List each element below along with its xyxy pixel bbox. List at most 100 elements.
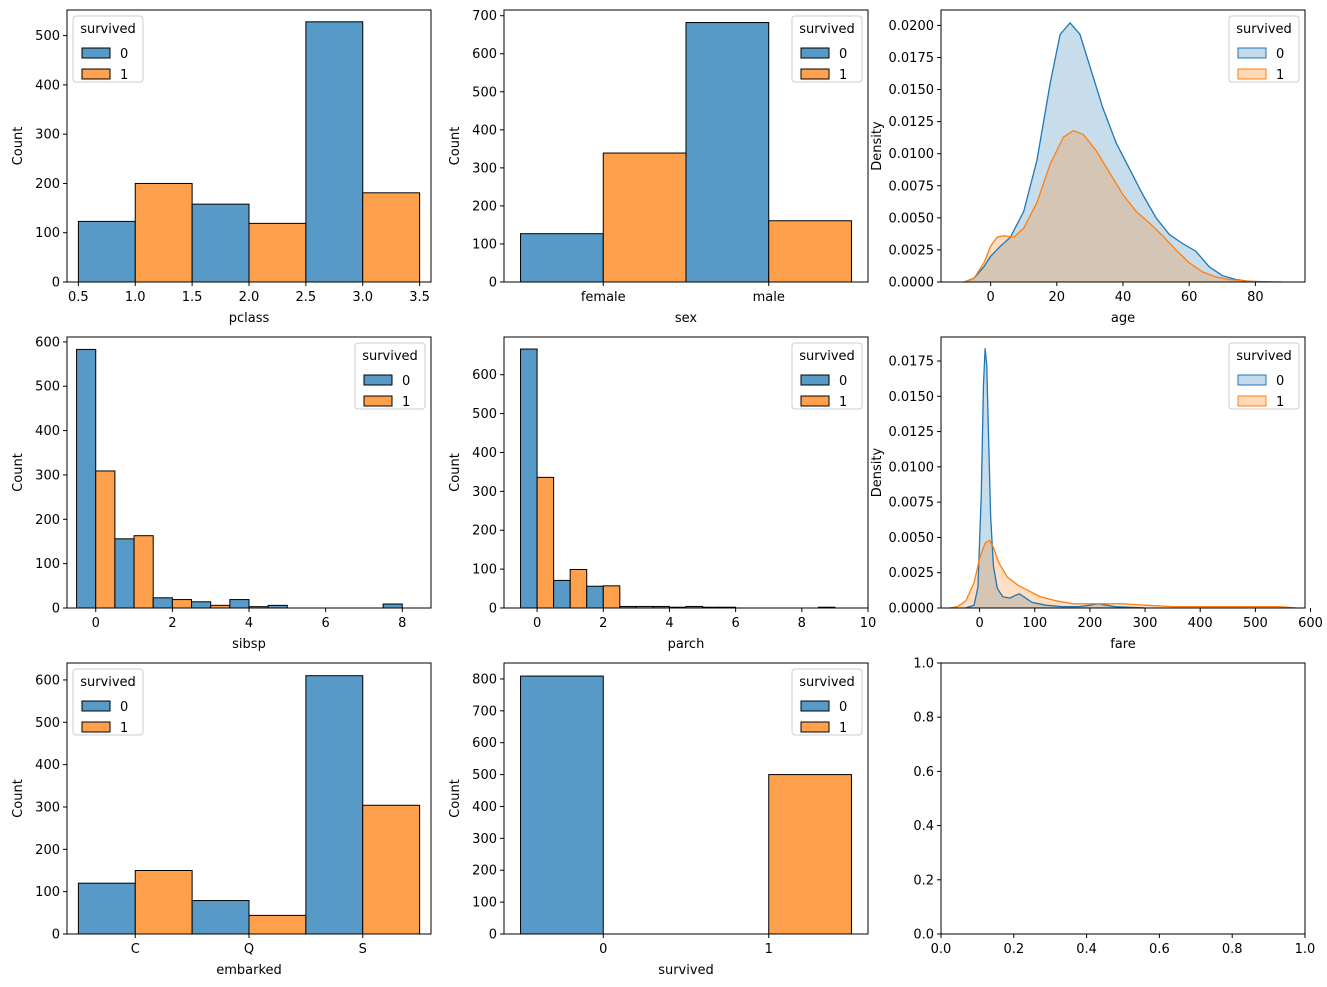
xtick-label-age-1: 20 [1049, 290, 1066, 305]
xtick-label-pclass-4: 2.5 [296, 290, 317, 305]
xtick-label-pclass-3: 2.0 [239, 290, 260, 305]
xtick-label-pclass-5: 3.0 [352, 290, 373, 305]
ytick-label-empty-0: 0.0 [913, 928, 934, 943]
legend-title-survived: survived [799, 675, 855, 690]
bar-sibsp-1 [95, 470, 116, 609]
xlabel-pclass: pclass [229, 311, 270, 326]
ytick-label-fare-6: 0.0150 [889, 390, 935, 405]
legend-title-age: survived [1236, 22, 1292, 37]
ytick-label-parch-5: 500 [472, 407, 497, 422]
ytick-label-fare-0: 0.0000 [889, 602, 935, 617]
xtick-label-fare-3: 300 [1133, 616, 1158, 631]
bar-parch-1 [536, 476, 555, 609]
ytick-label-sibsp-5: 500 [35, 380, 60, 395]
legend-swatch-sex-1 [800, 68, 830, 80]
legend-label-age-0: 0 [1276, 47, 1284, 62]
subplot-parch: 0 2 4 6 8 100100200300400500600parchCountsurv… [448, 336, 876, 652]
legend-swatch-age-1 [1237, 68, 1267, 80]
xlabel-survived: survived [658, 963, 714, 978]
ytick-label-age-5: 0.0125 [889, 115, 935, 130]
legend-swatch-fare-1 [1237, 395, 1267, 407]
bar-sex-3 [768, 220, 852, 283]
ytick-label-survived-7: 700 [472, 704, 497, 719]
xtick-label-fare-0: 0 [975, 616, 983, 631]
legend-title-parch: survived [799, 349, 855, 364]
xtick-label-sibsp-3: 6 [321, 616, 329, 631]
ytick-label-sibsp-1: 100 [35, 557, 60, 572]
legend-fare: survived 0 1 [1228, 342, 1300, 410]
ylabel-age: Density [870, 121, 885, 171]
xtick-label-embarked-0: C [131, 942, 140, 957]
ytick-label-empty-4: 0.8 [913, 711, 934, 726]
legend-title-sibsp: survived [362, 349, 418, 364]
legend-title-sex: survived [799, 22, 855, 37]
ytick-label-empty-2: 0.4 [913, 819, 934, 834]
bar-embarked-3 [248, 914, 307, 935]
legend-swatch-sex-0 [800, 47, 830, 59]
subplot-sibsp: 0 2 4 6 8 0 100 200 300 400 500 600 sibsp Count surviv… [11, 335, 432, 652]
ytick-label-age-3: 0.0075 [889, 179, 935, 194]
ylabel-survived: Count [448, 779, 463, 818]
xtick-label-fare-1: 100 [1022, 616, 1047, 631]
xtick-label-parch-2: 4 [665, 616, 673, 631]
legend-age: survived 0 1 [1228, 15, 1300, 83]
ytick-label-embarked-5: 500 [35, 716, 60, 731]
axes-frame-survived [503, 662, 869, 935]
legend-label-survived-1: 1 [839, 721, 847, 736]
bar-sex-0 [520, 233, 604, 283]
xtick-label-sex-0: female [581, 290, 626, 305]
ytick-label-embarked-4: 400 [35, 758, 60, 773]
xtick-label-survived-0: 0 [599, 942, 607, 957]
xtick-label-survived-1: 1 [765, 942, 773, 957]
bar-embarked-2 [191, 900, 250, 935]
ytick-label-age-1: 0.0025 [889, 243, 935, 258]
xtick-label-empty-2: 0.4 [1076, 942, 1097, 957]
xtick-label-empty-4: 0.8 [1222, 942, 1243, 957]
xtick-label-pclass-6: 3.5 [409, 290, 430, 305]
bar-parch-2 [553, 579, 571, 609]
ytick-label-fare-4: 0.0100 [889, 460, 935, 475]
legend-swatch-fare-0 [1237, 374, 1267, 386]
xtick-label-parch-0: 0 [533, 616, 541, 631]
ytick-label-fare-3: 0.0075 [889, 496, 935, 511]
bar-sibsp-6 [191, 601, 212, 609]
ytick-label-pclass-1: 100 [35, 226, 60, 241]
bar-parch-4 [586, 585, 604, 609]
ytick-label-parch-6: 600 [472, 368, 497, 383]
ytick-label-survived-1: 100 [472, 896, 497, 911]
ytick-label-fare-5: 0.0125 [889, 425, 935, 440]
ytick-label-pclass-0: 0 [52, 276, 60, 291]
ytick-label-survived-4: 400 [472, 800, 497, 815]
ytick-label-fare-7: 0.0175 [889, 354, 935, 369]
ytick-label-empty-5: 1.0 [913, 657, 934, 672]
kde-line-fare-1 [949, 539, 1297, 609]
ytick-label-pclass-3: 300 [35, 128, 60, 143]
subplot-fare: 0 100 200 300 400 500 600 0.0000 0.0025 0.0050 0.0… [870, 336, 1323, 652]
xtick-label-sibsp-4: 8 [398, 616, 406, 631]
bar-pclass-2 [191, 203, 250, 283]
xtick-label-empty-5: 1.0 [1295, 942, 1316, 957]
legend-label-parch-1: 1 [839, 395, 847, 410]
legend-label-pclass-0: 0 [120, 47, 128, 62]
xlabel-sibsp: sibsp [232, 637, 266, 652]
xtick-label-fare-5: 500 [1243, 616, 1268, 631]
bar-survived-3 [768, 774, 852, 935]
legend-title-pclass: survived [80, 22, 136, 37]
bar-pclass-5 [362, 192, 421, 283]
ylabel-sex: Count [448, 127, 463, 166]
xtick-label-sibsp-2: 4 [245, 616, 253, 631]
bar-embarked-1 [134, 869, 193, 935]
kde-fill-fare-1 [949, 540, 1297, 608]
bar-sibsp-8 [229, 599, 250, 609]
xtick-label-embarked-1: Q [244, 942, 254, 957]
subplot-survived: 0 1 0 100 200 300 400 500 600 700 800 survived Count… [448, 662, 869, 978]
subplot-pclass: 0.5 1.0 1.5 2.0 2.5 3.0 3.5 0 100 200 300 400 500 pcl… [11, 9, 432, 326]
ytick-label-age-8: 0.0200 [889, 19, 935, 34]
xlabel-age: age [1111, 311, 1135, 326]
kde-line-age-1 [963, 129, 1282, 283]
ytick-label-parch-1: 100 [472, 563, 497, 578]
xtick-label-sex-1: male [753, 290, 785, 305]
ytick-label-survived-2: 200 [472, 864, 497, 879]
kde-fill-age-0 [964, 22, 1262, 282]
